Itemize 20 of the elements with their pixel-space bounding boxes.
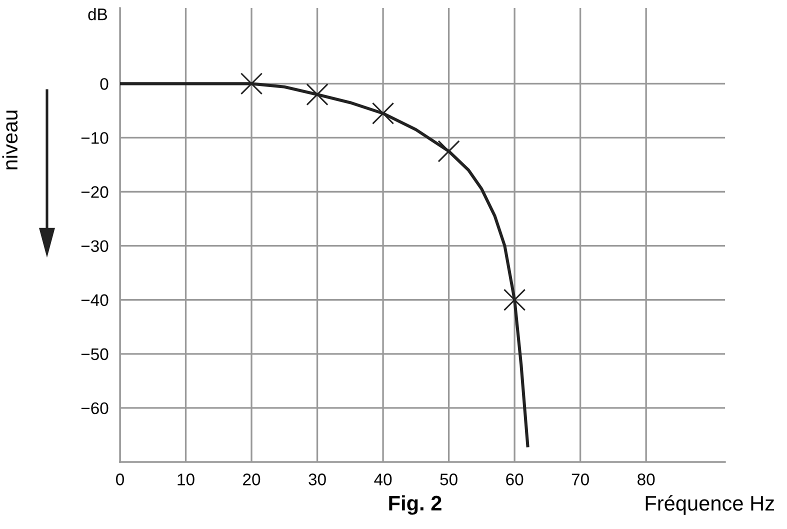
- y-axis-title: dB: [88, 8, 108, 20]
- x-tick-label: 30: [308, 474, 326, 486]
- y-tick-label: −20: [81, 186, 108, 198]
- y-tick-label: −60: [81, 402, 108, 414]
- y-tick-label: −40: [81, 294, 108, 306]
- y-tick-label: −10: [81, 132, 108, 144]
- x-tick-label: 50: [440, 474, 458, 486]
- x-tick-label: 60: [506, 474, 524, 486]
- x-axis-title: Fréquence Hz: [646, 495, 774, 515]
- y-tick-label: 0: [100, 78, 108, 90]
- text: Fig. 2: [389, 495, 442, 515]
- x-tick-label: 0: [116, 474, 124, 486]
- y-tick-label: −30: [81, 240, 108, 252]
- y-tick-label: −50: [81, 348, 108, 360]
- x-tick-label: 80: [638, 474, 655, 486]
- x-tick-label: 10: [178, 474, 194, 486]
- x-tick-label: 40: [374, 474, 392, 486]
- x-tick-label: 20: [243, 474, 260, 486]
- text: niveau: [2, 110, 18, 170]
- x-tick-label: 70: [572, 474, 589, 486]
